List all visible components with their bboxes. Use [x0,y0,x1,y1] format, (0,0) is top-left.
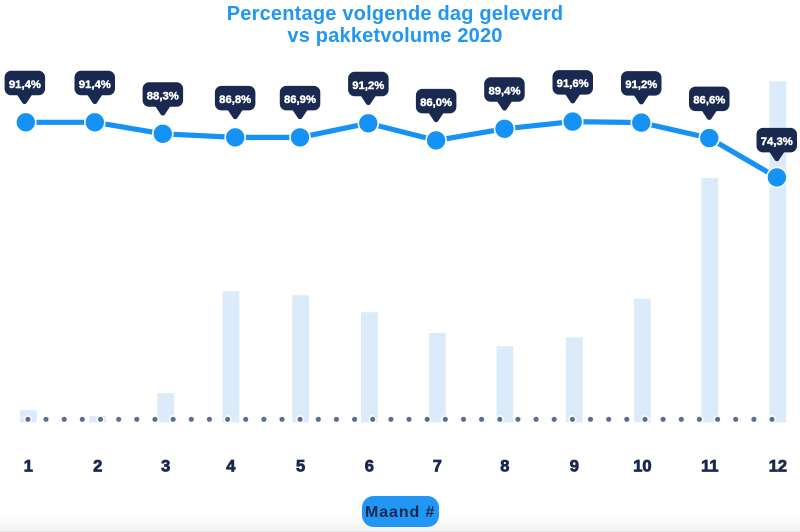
svg-text:7: 7 [433,458,442,476]
svg-text:86,8%: 86,8% [219,94,251,106]
svg-text:11: 11 [701,458,718,476]
svg-text:74,3%: 74,3% [761,136,793,148]
svg-text:91,4%: 91,4% [9,79,41,91]
svg-text:6: 6 [365,458,374,476]
svg-text:89,4%: 89,4% [488,85,520,97]
svg-text:8: 8 [500,458,509,476]
svg-text:1: 1 [24,458,33,476]
svg-text:12: 12 [769,458,787,476]
svg-text:91,2%: 91,2% [352,80,384,92]
svg-text:9: 9 [570,458,579,476]
svg-text:10: 10 [633,458,651,476]
svg-text:86,6%: 86,6% [693,95,725,107]
svg-text:86,0%: 86,0% [420,97,452,109]
svg-text:3: 3 [161,458,170,476]
svg-text:5: 5 [296,458,305,476]
svg-text:2: 2 [93,458,102,476]
svg-text:88,3%: 88,3% [147,90,179,102]
svg-text:91,2%: 91,2% [625,79,657,91]
svg-text:91,4%: 91,4% [79,79,111,91]
svg-text:91,6%: 91,6% [557,78,589,90]
svg-text:4: 4 [226,458,236,476]
svg-text:86,9%: 86,9% [284,94,316,106]
